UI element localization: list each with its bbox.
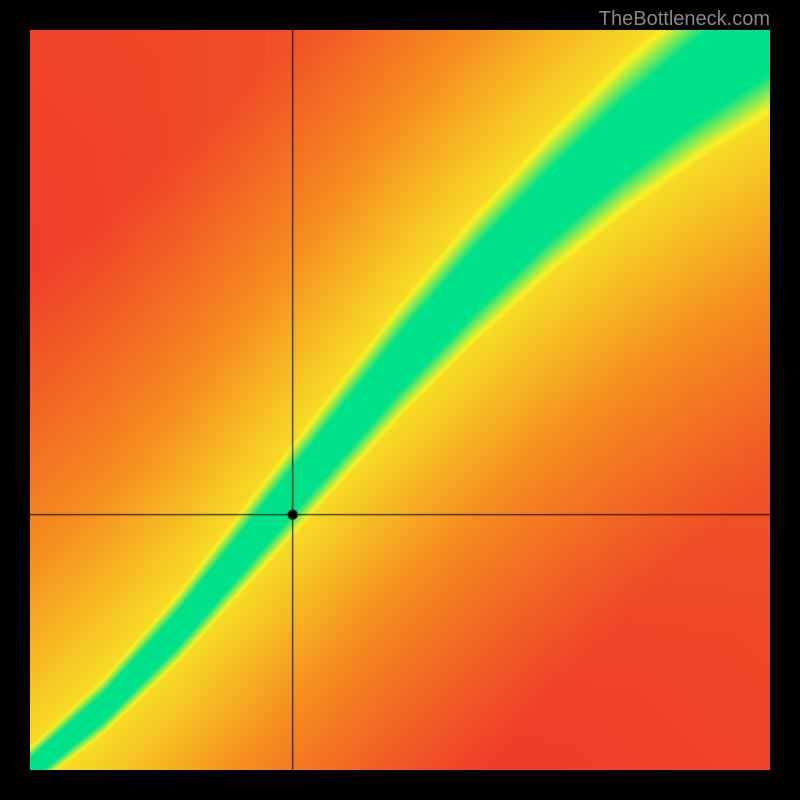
chart-container: TheBottleneck.com <box>0 0 800 800</box>
watermark-text: TheBottleneck.com <box>599 8 770 31</box>
bottleneck-heatmap <box>30 30 770 770</box>
